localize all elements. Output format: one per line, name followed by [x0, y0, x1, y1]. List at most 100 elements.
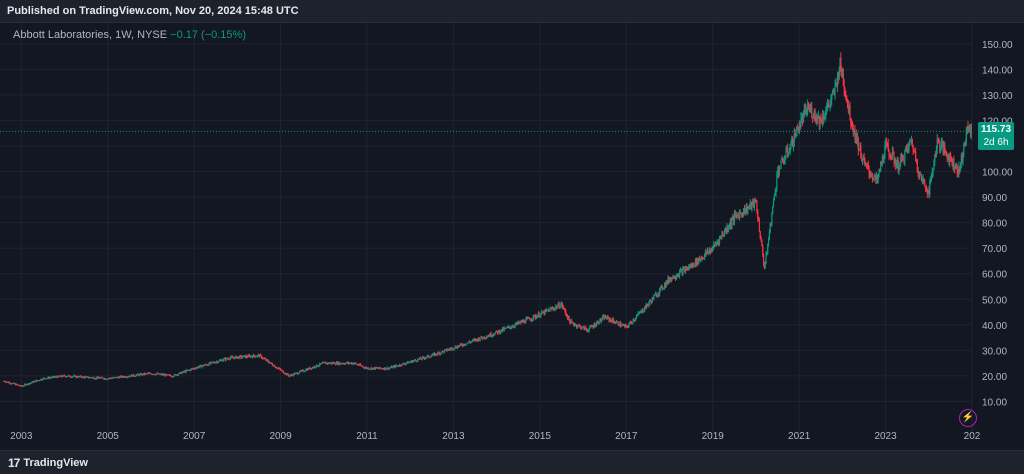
candle-body — [802, 117, 804, 122]
candle-body — [659, 286, 662, 289]
candle-body — [61, 376, 63, 378]
candle-body — [753, 200, 755, 207]
candle-body — [759, 231, 761, 239]
candle-body — [27, 383, 29, 385]
candle-body — [147, 373, 149, 375]
candle-body — [201, 366, 203, 368]
candle-body — [226, 357, 228, 359]
candle-body — [177, 374, 180, 376]
candle-body — [203, 365, 205, 367]
candle-body — [452, 347, 454, 350]
symbol-legend[interactable]: Abbott Laboratories, 1W, NYSE −0.17 (−0.… — [13, 29, 246, 41]
candle-body — [149, 372, 151, 374]
candle-body — [366, 367, 368, 369]
candle-body — [633, 319, 635, 321]
candle-body — [746, 206, 748, 213]
candle-body — [131, 374, 133, 377]
candle-body — [728, 227, 730, 230]
candle-body — [831, 93, 834, 95]
candle-body — [540, 313, 542, 317]
candle-body — [106, 379, 108, 381]
candle-body — [489, 333, 491, 337]
candle-body — [44, 377, 46, 379]
candle-body — [949, 153, 952, 159]
candle-body — [104, 378, 106, 380]
candle-body — [217, 361, 220, 363]
candle-body — [269, 362, 271, 364]
candle-body — [183, 371, 185, 373]
candle-body — [664, 283, 666, 288]
candle-body — [877, 174, 879, 180]
candle-body — [54, 376, 56, 378]
candle-body — [508, 326, 510, 328]
candle-body — [207, 364, 210, 366]
candle-body — [348, 362, 350, 364]
candle-body — [745, 206, 747, 212]
candle-body — [689, 265, 692, 268]
candle-body — [666, 280, 668, 283]
candle-body — [694, 259, 697, 266]
tradingview-logo[interactable]: 17 TradingView — [8, 456, 88, 470]
candle-body — [900, 156, 902, 163]
price-chart[interactable]: 150.00140.00130.00120.00110.00100.0090.0… — [0, 23, 1024, 451]
candle-body — [698, 258, 700, 264]
candle-body — [467, 342, 469, 344]
candle-body — [781, 158, 783, 160]
candle-body — [552, 308, 554, 310]
candle-body — [725, 228, 727, 231]
candle-body — [295, 372, 297, 374]
candle-body — [801, 117, 803, 119]
candle-body — [353, 363, 355, 365]
candle-body — [156, 373, 158, 375]
candle-body — [90, 377, 92, 379]
candle-body — [252, 354, 254, 358]
candle-body — [527, 317, 529, 319]
candle-body — [616, 321, 618, 323]
candle-body — [651, 297, 653, 303]
candle-body — [66, 376, 68, 378]
candle-body — [680, 269, 682, 271]
candle-body — [659, 288, 661, 294]
candle-body — [570, 320, 572, 324]
candle-body — [193, 368, 195, 370]
candle-body — [514, 324, 516, 327]
x-tick-label: 2007 — [183, 431, 206, 442]
candle-body — [280, 370, 283, 372]
candle-body — [254, 355, 256, 357]
candle-body — [956, 164, 958, 173]
candle-body — [626, 325, 628, 327]
candle-body — [833, 91, 835, 95]
candle-body — [818, 115, 820, 125]
candle-body — [580, 328, 583, 330]
candle-body — [259, 354, 261, 357]
candle-body — [381, 368, 383, 370]
candle-body — [711, 248, 713, 252]
candle-body — [394, 365, 397, 368]
y-tick-label: 40.00 — [982, 321, 1007, 332]
candle-body — [612, 318, 614, 322]
candle-body — [374, 367, 377, 370]
candle-body — [350, 362, 352, 365]
candle-body — [481, 336, 483, 338]
candle-body — [164, 374, 166, 376]
candle-body — [857, 138, 859, 151]
candle-body — [661, 285, 663, 289]
candle-body — [867, 164, 869, 170]
candle-body — [838, 71, 840, 80]
candle-body — [884, 144, 886, 157]
candle-body — [794, 133, 796, 137]
candle-body — [714, 244, 716, 246]
chart-area[interactable]: 150.00140.00130.00120.00110.00100.0090.0… — [0, 22, 1024, 451]
candle-body — [365, 367, 367, 369]
candle-body — [74, 375, 77, 378]
candle-body — [354, 362, 356, 364]
candle-body — [955, 164, 957, 166]
candle-body — [13, 382, 15, 384]
candle-body — [918, 173, 920, 176]
candle-body — [644, 306, 646, 311]
candle-body — [320, 363, 323, 365]
candle-body — [724, 228, 726, 232]
candle-body — [337, 362, 339, 365]
candle-body — [735, 214, 737, 216]
lightning-icon[interactable]: ⚡ — [959, 409, 977, 427]
